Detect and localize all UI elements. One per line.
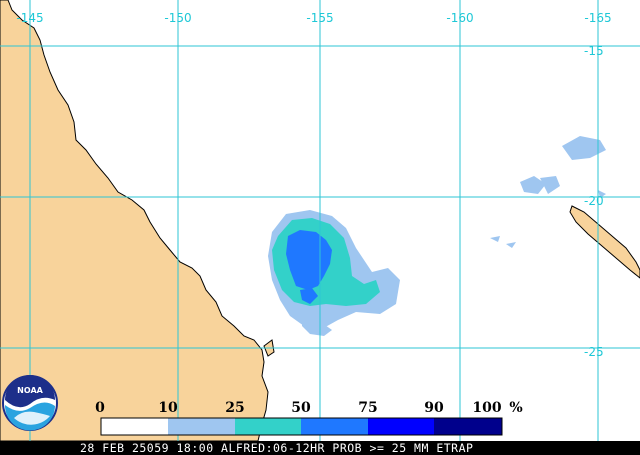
lat-label: -25 xyxy=(584,345,604,359)
legend-tick-90: 90 xyxy=(424,400,444,416)
status-bar: 28 FEB 25059 18:00 ALFRED:06-12HR PROB >… xyxy=(0,441,640,455)
legend-tick-100: 100 xyxy=(472,400,501,416)
legend-tick-0: 0 xyxy=(95,400,105,416)
legend-frame xyxy=(100,417,503,436)
lat-label: -15 xyxy=(584,44,604,58)
lon-label: -155 xyxy=(306,11,333,25)
grid-lines xyxy=(0,0,640,441)
legend-bin xyxy=(368,418,434,435)
lon-label: -150 xyxy=(164,11,191,25)
legend-tick-10: 10 xyxy=(158,400,178,416)
lat-label: -20 xyxy=(584,194,604,208)
probability-map: -145 -150 -155 -160 -165 -15 -20 -25 NOA… xyxy=(0,0,640,441)
legend-colorbar xyxy=(100,417,503,436)
lon-label: -160 xyxy=(446,11,473,25)
prob-band-50-75-tail xyxy=(300,288,318,304)
australia-land xyxy=(0,0,269,441)
legend-bin xyxy=(235,418,301,435)
noaa-logo-text: NOAA xyxy=(17,386,43,395)
legend-ticks: 0 10 25 50 75 90 100 % xyxy=(95,400,523,416)
new-caledonia-land xyxy=(569,205,640,279)
legend-bin xyxy=(301,418,368,435)
lon-label: -165 xyxy=(584,11,611,25)
legend-bin xyxy=(101,418,168,435)
legend-tick-25: 25 xyxy=(225,400,244,416)
legend-bin xyxy=(434,418,502,435)
legend-unit: % xyxy=(509,400,522,416)
legend-tick-50: 50 xyxy=(291,400,311,416)
noaa-logo: NOAA xyxy=(2,375,58,431)
legend-tick-75: 75 xyxy=(358,400,377,416)
legend-bin xyxy=(168,418,235,435)
lon-label: -145 xyxy=(16,11,43,25)
